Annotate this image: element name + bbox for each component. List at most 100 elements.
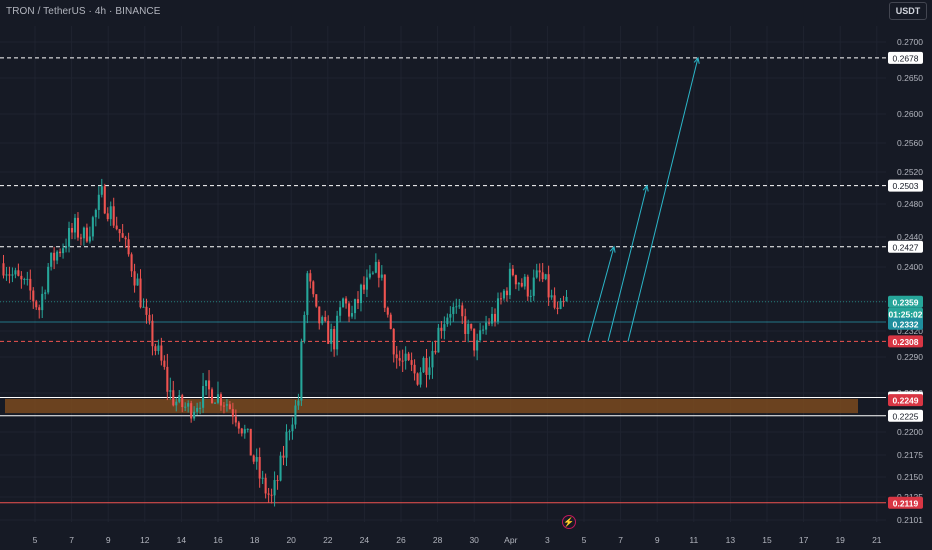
candle-body bbox=[285, 431, 288, 458]
candle-body bbox=[219, 394, 222, 406]
candles bbox=[2, 178, 568, 507]
candle-body bbox=[234, 416, 237, 423]
candle-body bbox=[47, 266, 50, 293]
projection-arrow bbox=[587, 246, 615, 342]
candle-body bbox=[166, 366, 169, 392]
candle-body bbox=[85, 227, 88, 242]
price-label-text: 0.2225 bbox=[893, 411, 919, 421]
candle-body bbox=[26, 278, 29, 280]
candle-body bbox=[79, 237, 82, 239]
candle-body bbox=[216, 394, 220, 403]
y-tick-label: 0.2520 bbox=[897, 167, 923, 177]
candle-body bbox=[130, 254, 133, 272]
candle-body bbox=[490, 313, 494, 324]
candle-body bbox=[97, 194, 100, 210]
candle-body bbox=[300, 341, 303, 401]
candle-body bbox=[41, 293, 44, 311]
candle-body bbox=[8, 274, 11, 276]
candle-body bbox=[413, 364, 416, 374]
candle-body bbox=[523, 276, 526, 287]
price-label-box bbox=[888, 307, 923, 320]
x-tick-label: 28 bbox=[433, 535, 443, 545]
candle-body bbox=[529, 295, 532, 297]
candle-body bbox=[544, 274, 547, 280]
candle-body bbox=[127, 239, 130, 255]
candle-body bbox=[485, 322, 488, 330]
candle-body bbox=[139, 278, 142, 308]
candle-body bbox=[288, 431, 291, 433]
candle-body bbox=[91, 217, 94, 237]
x-tick-label: 16 bbox=[213, 535, 223, 545]
candle-body bbox=[318, 306, 321, 324]
projection-arrow bbox=[627, 57, 699, 342]
candle-body bbox=[425, 357, 428, 375]
candle-body bbox=[190, 403, 193, 419]
candle-body bbox=[559, 301, 562, 309]
candle-body bbox=[136, 278, 139, 286]
candle-body bbox=[547, 274, 550, 298]
x-tick-label: 7 bbox=[618, 535, 623, 545]
candle-body bbox=[157, 345, 160, 351]
candle-body bbox=[65, 246, 68, 249]
candle-body bbox=[532, 277, 535, 296]
candle-body bbox=[440, 327, 443, 331]
candle-body bbox=[237, 422, 240, 429]
candle-body bbox=[553, 295, 556, 308]
candle-body bbox=[479, 330, 482, 341]
candle-body bbox=[264, 477, 267, 494]
price-label-text: 0.2249 bbox=[893, 396, 919, 406]
candle-body bbox=[273, 480, 276, 496]
x-tick-label: 19 bbox=[835, 535, 845, 545]
price-label-box bbox=[888, 394, 923, 407]
candle-body bbox=[133, 271, 136, 286]
candle-body bbox=[398, 358, 401, 361]
candle-body bbox=[350, 313, 354, 317]
candle-body bbox=[252, 455, 255, 462]
candle-body bbox=[514, 275, 517, 285]
candle-body bbox=[488, 322, 491, 324]
candle-body bbox=[324, 317, 327, 321]
price-label-text: 0.2332 bbox=[893, 319, 919, 329]
candle-body bbox=[437, 327, 440, 353]
currency-button[interactable]: USDT bbox=[889, 2, 927, 20]
candle-body bbox=[306, 273, 309, 315]
candle-body bbox=[416, 373, 419, 385]
candle-body bbox=[154, 346, 157, 351]
candle-body bbox=[407, 353, 410, 361]
x-tick-label: 11 bbox=[689, 535, 698, 545]
candle-body bbox=[243, 429, 246, 434]
candle-body bbox=[380, 274, 383, 278]
candle-body bbox=[82, 227, 85, 239]
candle-body bbox=[482, 329, 485, 331]
candle-body bbox=[196, 407, 199, 412]
candle-body bbox=[100, 186, 103, 195]
candle-body bbox=[374, 261, 377, 273]
y-tick-label: 0.2400 bbox=[897, 262, 923, 272]
price-label-box bbox=[888, 179, 923, 192]
price-label-text: 0.2503 bbox=[893, 181, 919, 191]
candle-body bbox=[231, 409, 234, 417]
candle-body bbox=[246, 428, 249, 430]
projection-arrowhead bbox=[609, 245, 616, 253]
candle-body bbox=[386, 307, 389, 315]
candle-body bbox=[371, 272, 374, 274]
candle-body bbox=[359, 284, 363, 304]
candle-body bbox=[535, 270, 538, 278]
price-label-box bbox=[888, 317, 923, 330]
price-label-box bbox=[888, 496, 923, 509]
candle-body bbox=[225, 404, 228, 406]
lightning-icon[interactable]: ⚡ bbox=[562, 515, 576, 529]
x-tick-label: 17 bbox=[799, 535, 809, 545]
candle-body bbox=[142, 306, 145, 308]
x-tick-label: 20 bbox=[286, 535, 296, 545]
candle-body bbox=[73, 217, 77, 233]
x-tick-label: 26 bbox=[396, 535, 406, 545]
x-tick-label: 30 bbox=[469, 535, 479, 545]
candle-body bbox=[121, 233, 124, 238]
price-label-text: 01:25:02 bbox=[888, 309, 922, 319]
candle-body bbox=[499, 298, 503, 300]
candle-body bbox=[541, 272, 544, 280]
candle-body bbox=[59, 251, 62, 254]
price-label-text: 0.2359 bbox=[893, 297, 919, 307]
